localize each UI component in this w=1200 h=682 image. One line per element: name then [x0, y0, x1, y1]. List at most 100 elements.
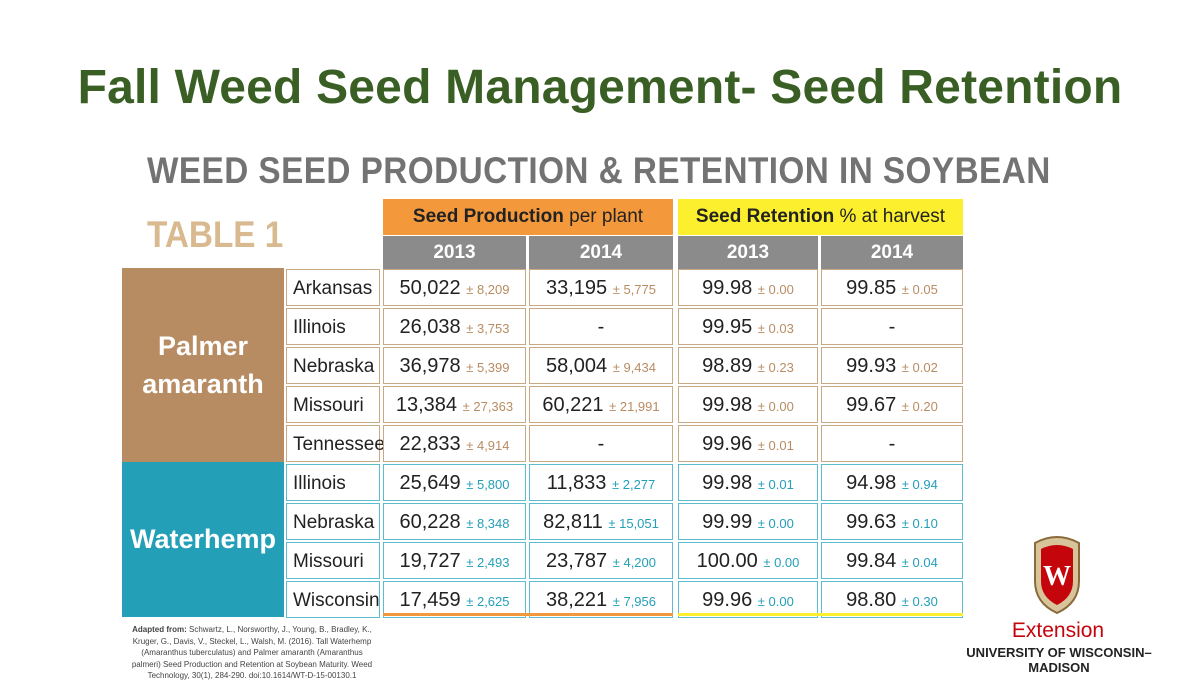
university-name: UNIVERSITY OF WISCONSIN–MADISON: [966, 645, 1152, 675]
cell-value: 99.84: [846, 550, 897, 572]
table-cell: 99.96 ± 0.01: [678, 425, 818, 462]
table-cell: 100.00 ± 0.00: [678, 542, 818, 579]
cell-value: 99.96: [702, 589, 753, 611]
cell-value: 50,022: [399, 277, 461, 299]
table-cell: -: [821, 425, 963, 462]
table-cell: 50,022 ± 8,209: [383, 269, 526, 306]
table-cell: 99.98 ± 0.00: [678, 269, 818, 306]
cell-value: 17,459: [399, 589, 461, 611]
seed-retention-unit: % at harvest: [834, 206, 946, 227]
cell-value: 60,228: [399, 511, 461, 533]
state-label: Arkansas: [286, 269, 380, 306]
table-cell: 19,727 ± 2,493: [383, 542, 526, 579]
cell-std-dev: ± 0.00: [757, 594, 794, 609]
table-cell: 13,384 ± 27,363: [383, 386, 526, 423]
cell-std-dev: ± 0.00: [757, 282, 794, 297]
cell-std-dev: ± 15,051: [608, 516, 659, 531]
cell-value: 11,833: [546, 472, 607, 494]
cell-std-dev: ± 7,956: [612, 594, 656, 609]
table-cell: 99.63 ± 0.10: [821, 503, 963, 540]
cell-value: 58,004: [545, 355, 608, 377]
cell-std-dev: ± 0.04: [901, 555, 938, 570]
cell-std-dev: ± 2,493: [466, 555, 510, 570]
slide-title: Fall Weed Seed Management- Seed Retentio…: [77, 61, 1123, 114]
species-palmer-amaranth: Palmer amaranth: [122, 268, 284, 462]
table-cell: -: [529, 425, 673, 462]
table-cell: 98.80 ± 0.30: [821, 581, 963, 618]
table-number: TABLE 1: [147, 214, 284, 255]
cell-value: 99.95: [702, 316, 753, 338]
cell-value: -: [888, 433, 896, 455]
year-header-production-2014: 2014: [529, 236, 673, 269]
table-cell: 58,004 ± 9,434: [529, 347, 673, 384]
table-cell: 33,195 ± 5,775: [529, 269, 673, 306]
cell-std-dev: ± 0.05: [901, 282, 938, 297]
table-cell: 99.96 ± 0.00: [678, 581, 818, 618]
cell-value: 99.93: [846, 355, 897, 377]
table-cell: -: [821, 308, 963, 345]
cell-value: 99.96: [702, 433, 753, 455]
table-cell: 11,833 ± 2,277: [529, 464, 673, 501]
table-cell: 99.98 ± 0.00: [678, 386, 818, 423]
cell-value: 25,649: [399, 472, 461, 494]
table-cell: 36,978 ± 5,399: [383, 347, 526, 384]
table-cell: 17,459 ± 2,625: [383, 581, 526, 618]
table-cell: 99.84 ± 0.04: [821, 542, 963, 579]
cell-std-dev: ± 0.23: [757, 360, 794, 375]
table-cell: 82,811 ± 15,051: [529, 503, 673, 540]
cell-value: 98.80: [846, 589, 897, 611]
cell-std-dev: ± 0.01: [757, 477, 794, 492]
state-label: Illinois: [286, 308, 380, 345]
citation-label: Adapted from:: [132, 625, 187, 634]
state-label: Tennessee: [286, 425, 385, 462]
table-cell: 26,038 ± 3,753: [383, 308, 526, 345]
year-header-retention-2014: 2014: [821, 236, 963, 269]
state-label: Nebraska: [286, 347, 380, 384]
table-cell: 98.89 ± 0.23: [678, 347, 818, 384]
cell-value: -: [597, 433, 605, 455]
state-label: Wisconsin: [286, 581, 380, 618]
cell-std-dev: ± 0.01: [757, 438, 794, 453]
cell-std-dev: ± 3,753: [466, 321, 510, 336]
table-cell: 22,833 ± 4,914: [383, 425, 526, 462]
cell-value: 99.67: [846, 394, 897, 416]
cell-value: 36,978: [399, 355, 461, 377]
uw-crest-icon: W: [1034, 536, 1080, 615]
table-cell: 99.93 ± 0.02: [821, 347, 963, 384]
species-waterhemp: Waterhemp: [122, 462, 284, 617]
cell-value: 98.89: [702, 355, 753, 377]
cell-std-dev: ± 5,775: [612, 282, 656, 297]
year-header-production-2013: 2013: [383, 236, 526, 269]
cell-std-dev: ± 0.00: [763, 555, 800, 570]
cell-value: 99.63: [846, 511, 897, 533]
cell-std-dev: ± 0.00: [757, 516, 794, 531]
cell-std-dev: ± 2,277: [611, 477, 656, 492]
cell-std-dev: ± 4,200: [612, 555, 656, 570]
cell-std-dev: ± 4,914: [466, 438, 510, 453]
production-bottom-edge: [383, 613, 673, 616]
seed-retention-label: Seed Retention: [695, 206, 835, 227]
table-cell: 38,221 ± 7,956: [529, 581, 673, 618]
retention-bottom-edge: [678, 613, 963, 616]
cell-std-dev: ± 8,348: [466, 516, 510, 531]
svg-text:W: W: [1043, 561, 1071, 592]
cell-std-dev: ± 2,625: [466, 594, 510, 609]
cell-value: 99.98: [702, 472, 753, 494]
table-cell: 60,228 ± 8,348: [383, 503, 526, 540]
table-cell: -: [529, 308, 673, 345]
extension-label: Extension: [1011, 619, 1105, 642]
cell-std-dev: ± 0.30: [901, 594, 938, 609]
table-cell: 99.99 ± 0.00: [678, 503, 818, 540]
cell-std-dev: ± 0.02: [901, 360, 938, 375]
cell-std-dev: ± 9,434: [612, 360, 656, 375]
cell-value: 82,811: [543, 511, 603, 533]
citation: Adapted from: Schwartz, L., Norsworthy, …: [127, 624, 377, 682]
cell-value: 99.98: [702, 277, 753, 299]
cell-std-dev: ± 0.20: [901, 399, 938, 414]
cell-std-dev: ± 8,209: [466, 282, 510, 297]
table-cell: 99.85 ± 0.05: [821, 269, 963, 306]
cell-value: 22,833: [399, 433, 461, 455]
cell-std-dev: ± 21,991: [609, 399, 660, 414]
table-cell: 94.98 ± 0.94: [821, 464, 963, 501]
table-cell: 60,221 ± 21,991: [529, 386, 673, 423]
